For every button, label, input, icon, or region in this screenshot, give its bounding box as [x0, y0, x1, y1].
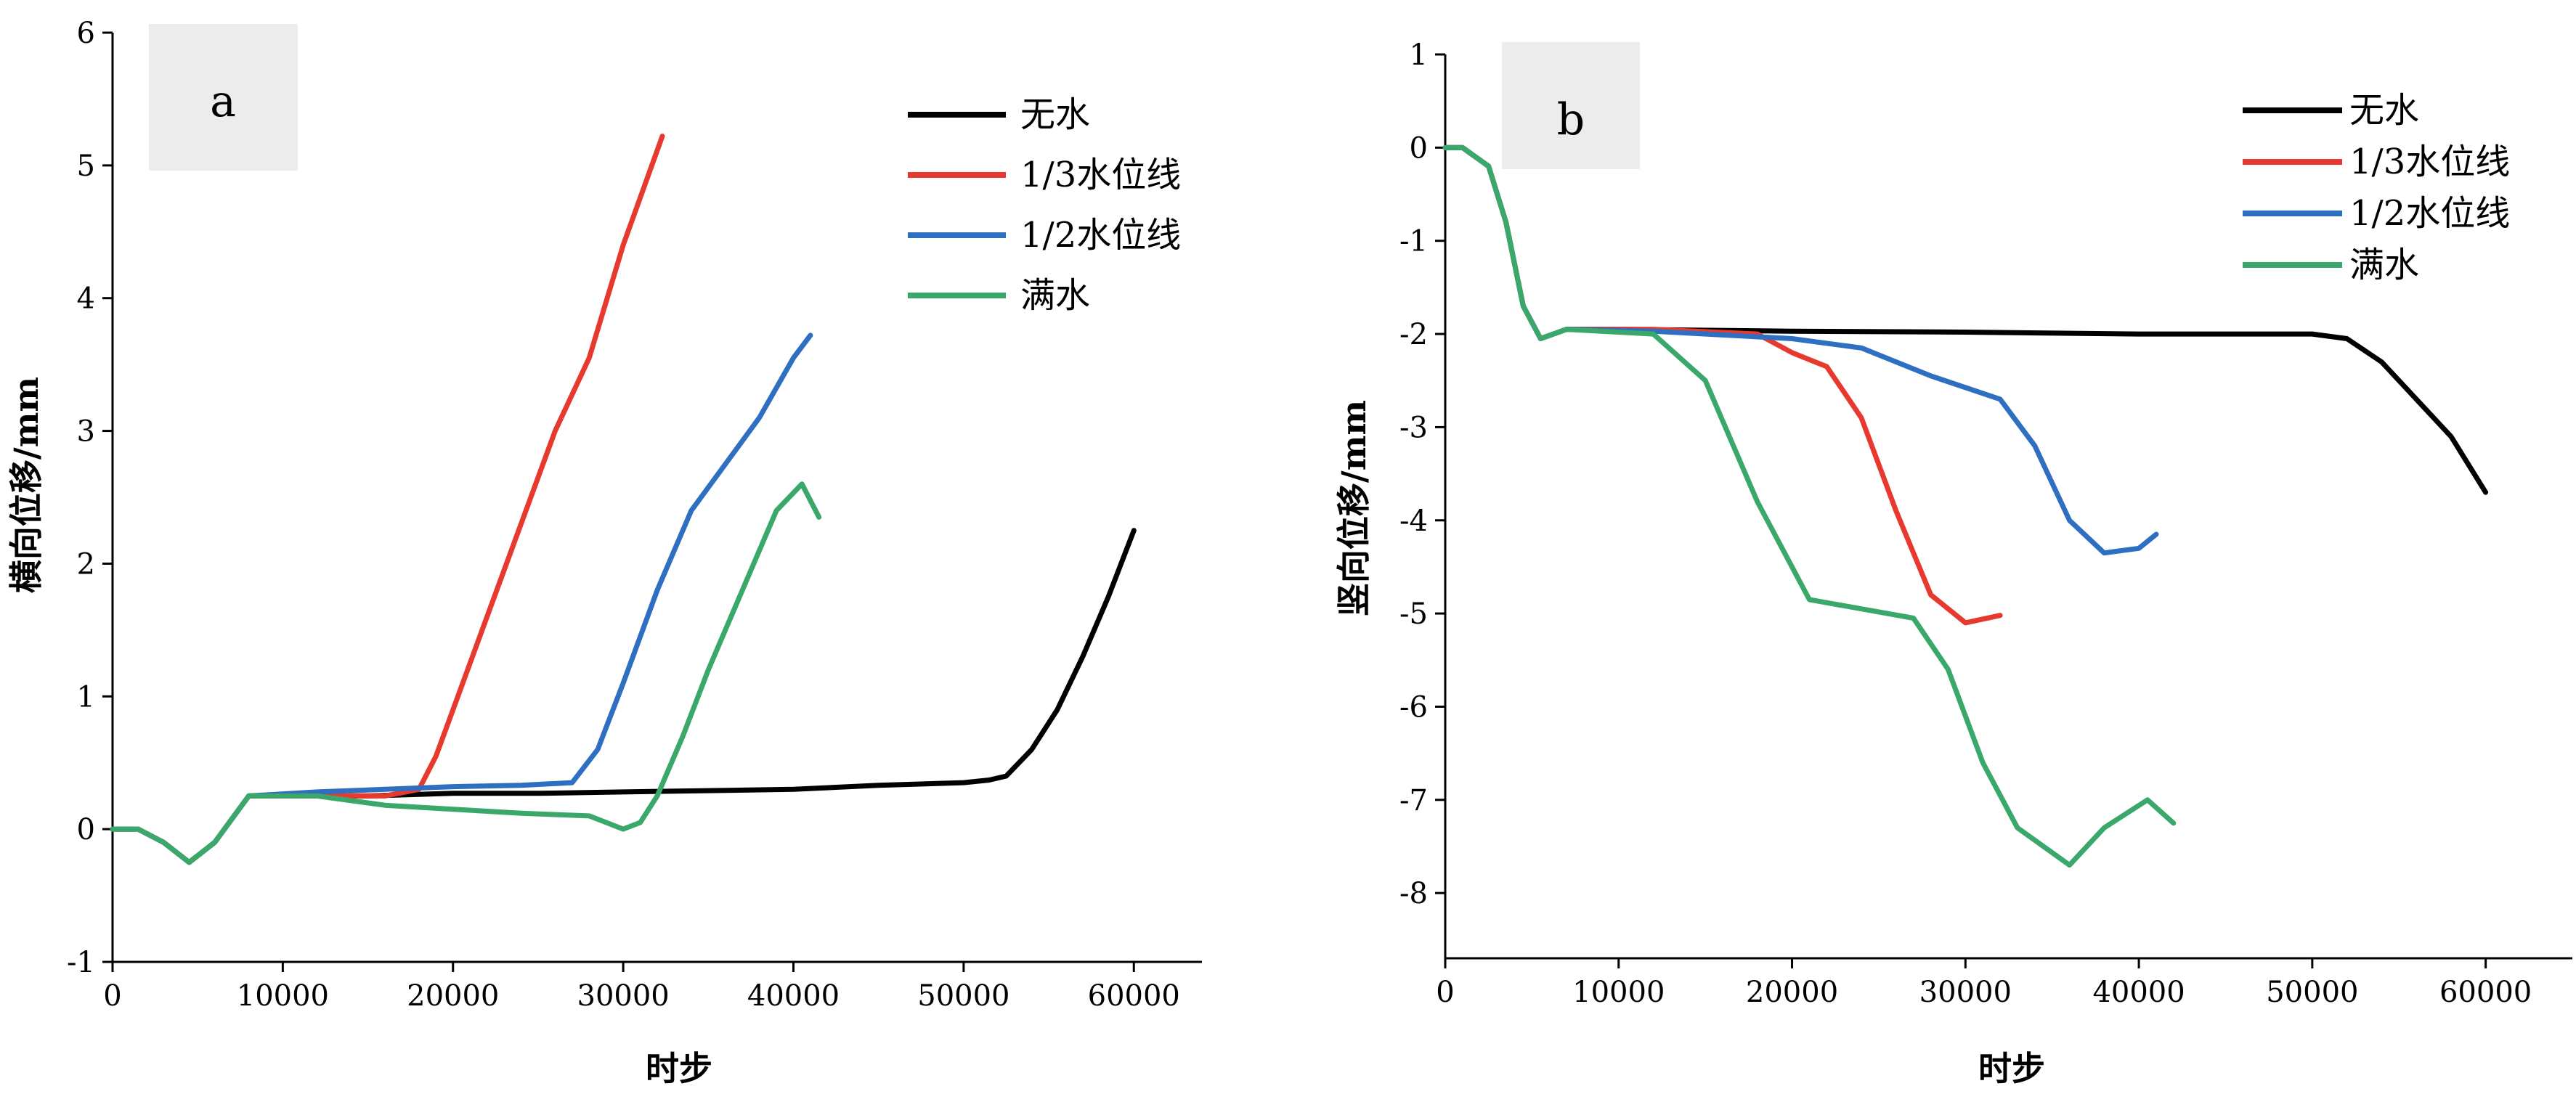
series-line: [1442, 144, 2003, 626]
legend-label: 1/2水位线: [1020, 215, 1181, 256]
y-tick-label: 4: [77, 282, 95, 316]
x-tick-label: 20000: [407, 979, 499, 1013]
series-line: [1442, 144, 2177, 868]
panel-label-box: [1502, 42, 1640, 169]
ticks: 0 10000 20000 30000 40000 50000 60000 1 0 -1 -2 -3 -…: [1399, 38, 2532, 1009]
y-tick-label: -3: [1399, 411, 1428, 444]
axes: [111, 33, 1202, 963]
x-tick-label: 60000: [2439, 976, 2532, 1009]
x-tick-label: 0: [103, 979, 121, 1013]
y-tick-label: 0: [1410, 131, 1428, 165]
x-tick-label: 30000: [1919, 976, 2012, 1009]
y-axis-title: 横向位移/mm: [7, 377, 46, 593]
legend-label: 1/3水位线: [1020, 155, 1181, 195]
series-lines: [110, 134, 1137, 865]
series-line: [110, 481, 822, 865]
y-tick-label: 3: [77, 415, 95, 449]
y-tick-label: 1: [77, 680, 95, 714]
y-tick-label: 6: [77, 17, 95, 50]
series-line: [110, 528, 1137, 865]
y-tick-label: -2: [1399, 318, 1428, 351]
panel-label-box: [149, 24, 298, 171]
panel-label: b: [1557, 94, 1585, 145]
y-tick-label: -7: [1399, 784, 1428, 817]
chart-panel-b: b 0 10000 20000 30000 40000 50000 60000 1 0 -1 -2 -…: [1334, 38, 2572, 1088]
legend-label: 1/3水位线: [2349, 142, 2510, 182]
x-axis-title: 时步: [1978, 1049, 2045, 1088]
legend-label: 无水: [1020, 94, 1090, 135]
x-tick-label: 40000: [747, 979, 840, 1013]
legend-label: 满水: [2349, 245, 2419, 285]
y-tick-label: 0: [77, 813, 95, 846]
series-line: [1442, 144, 2159, 556]
y-tick-label: -1: [67, 946, 95, 979]
y-tick-label: -1: [1399, 225, 1428, 258]
series-lines: [1442, 144, 2489, 868]
chart-panel-a: a 0 10000 20000 30000 40000 50000 60000-101234…: [7, 17, 1202, 1088]
x-tick-label: 10000: [1572, 976, 1665, 1009]
legend-label: 无水: [2349, 90, 2419, 131]
series-line: [110, 332, 813, 865]
x-tick-label: 20000: [1746, 976, 1838, 1009]
y-tick-label: -5: [1399, 597, 1428, 631]
x-tick-label: 50000: [2266, 976, 2358, 1009]
axes: [1444, 54, 2572, 960]
y-tick-label: -6: [1399, 690, 1428, 724]
y-tick-label: -8: [1399, 877, 1428, 910]
x-tick-label: 50000: [917, 979, 1009, 1013]
x-tick-label: 30000: [577, 979, 670, 1013]
series-line: [110, 134, 665, 865]
panel-label: a: [210, 76, 236, 127]
x-axis-title: 时步: [646, 1049, 712, 1088]
y-tick-label: 1: [1410, 38, 1428, 72]
y-tick-label: 5: [77, 150, 95, 183]
legend-label: 1/2水位线: [2349, 193, 2510, 234]
y-axis-title: 竖向位移/mm: [1334, 400, 1373, 616]
x-tick-label: 0: [1436, 976, 1454, 1009]
x-tick-label: 40000: [2092, 976, 2185, 1009]
series-line: [1442, 144, 2489, 495]
y-tick-label: 2: [77, 547, 95, 581]
x-tick-label: 10000: [237, 979, 329, 1013]
legend-label: 满水: [1020, 275, 1090, 316]
x-tick-label: 60000: [1088, 979, 1180, 1013]
y-tick-label: -4: [1399, 505, 1428, 538]
